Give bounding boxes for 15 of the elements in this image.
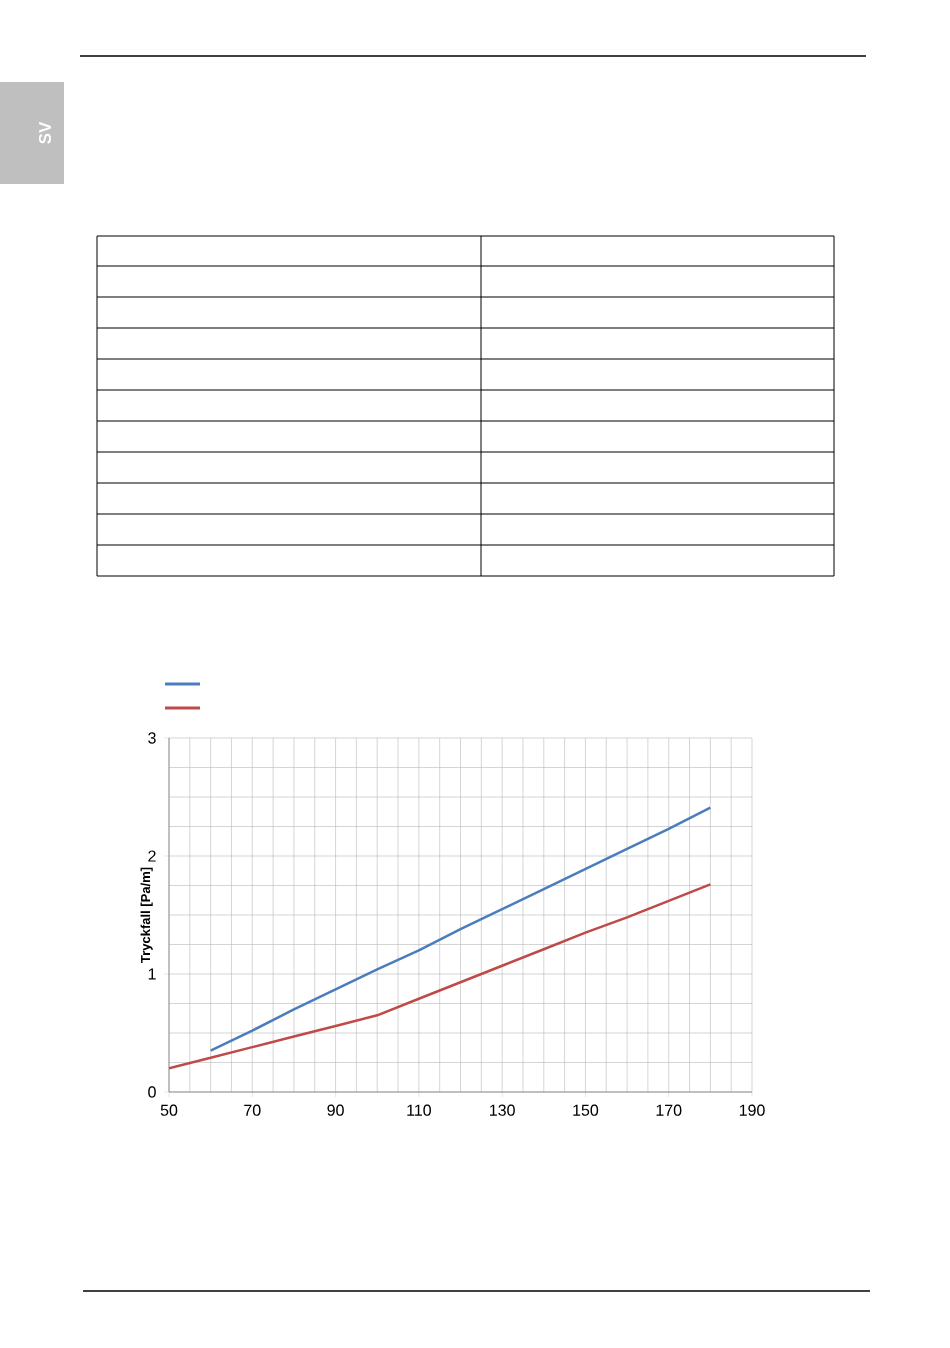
x-tick-label: 90 <box>327 1104 344 1116</box>
y-tick-label: 2 <box>148 850 156 862</box>
x-tick-label: 110 <box>407 1104 431 1116</box>
x-tick-label: 190 <box>739 1104 765 1116</box>
y-tick-label: 3 <box>148 732 156 744</box>
y-tick-label: 1 <box>148 968 156 980</box>
x-tick-label: 150 <box>573 1104 599 1116</box>
line-series <box>169 883 712 1070</box>
text: SV <box>38 121 52 144</box>
y-axis-title: Tryckfall [Pa/m] <box>140 867 153 963</box>
x-tick-label: 130 <box>490 1104 515 1116</box>
x-tick-label: 170 <box>656 1104 682 1116</box>
x-tick-label: 50 <box>160 1104 178 1116</box>
y-tick-label: 0 <box>148 1086 156 1098</box>
x-tick-label: 70 <box>244 1104 261 1116</box>
